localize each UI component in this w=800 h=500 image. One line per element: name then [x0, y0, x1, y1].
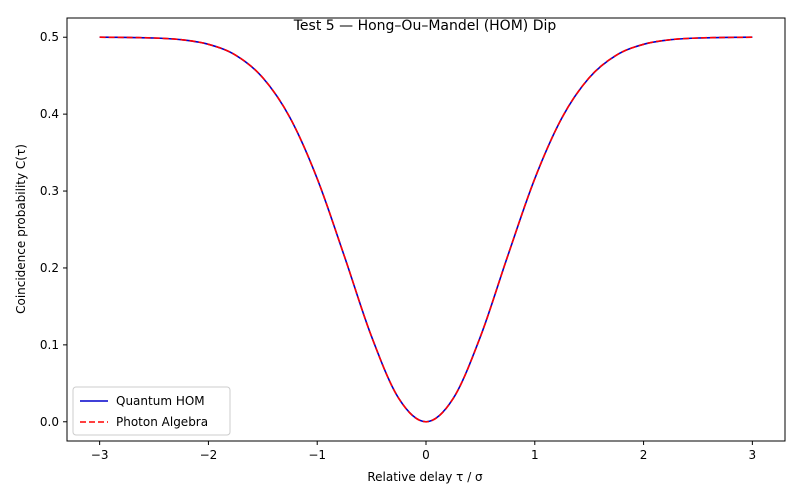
- y-tick-label: 0.5: [40, 30, 59, 44]
- x-axis-label: Relative delay τ / σ: [367, 470, 483, 484]
- x-tick-label: −3: [91, 448, 109, 462]
- x-axis-ticks: −3 −2 −1 0 1 2 3: [91, 441, 756, 462]
- series-line-photon-algebra: [99, 36, 753, 423]
- legend-label-quantum-hom: Quantum HOM: [116, 394, 205, 408]
- series-line-quantum-hom: [99, 36, 753, 423]
- legend: Quantum HOM Photon Algebra: [72, 386, 231, 436]
- y-tick-label: 0.4: [40, 107, 59, 121]
- series-layer: [99, 36, 753, 423]
- x-tick-label: 3: [749, 448, 757, 462]
- y-tick-label: 0.2: [40, 261, 59, 275]
- legend-label-photon-algebra: Photon Algebra: [116, 415, 208, 429]
- x-tick-label: 0: [422, 448, 430, 462]
- x-tick-label: −2: [200, 448, 218, 462]
- chart-title: Test 5 — Hong–Ou–Mandel (HOM) Dip: [293, 18, 557, 34]
- legend-box: [72, 386, 231, 436]
- y-axis-ticks: 0.0 0.1 0.2 0.3 0.4 0.5: [40, 30, 67, 429]
- x-tick-label: 1: [531, 448, 539, 462]
- plot-frame: [66, 17, 786, 442]
- x-tick-label: −1: [308, 448, 326, 462]
- y-tick-label: 0.0: [40, 415, 59, 429]
- x-tick-label: 2: [640, 448, 648, 462]
- y-tick-label: 0.1: [40, 338, 59, 352]
- y-axis-label: Coincidence probability C(τ): [14, 144, 28, 314]
- y-tick-label: 0.3: [40, 184, 59, 198]
